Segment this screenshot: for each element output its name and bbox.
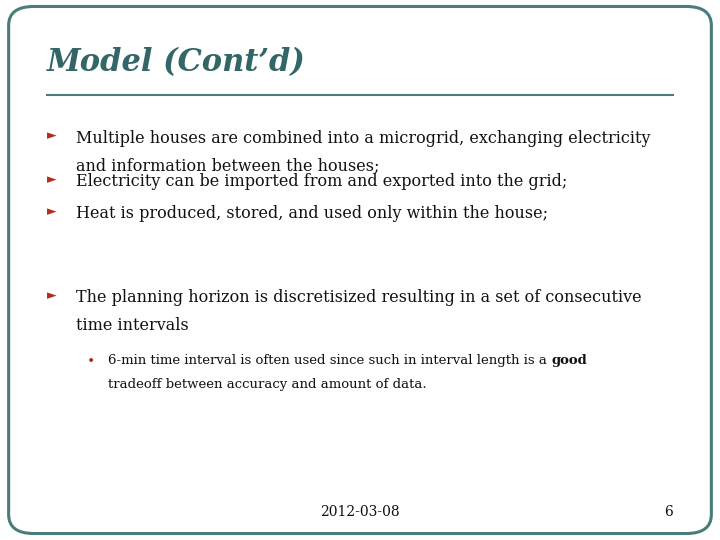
Text: •: • [86,354,94,368]
Text: Multiple houses are combined into a microgrid, exchanging electricity: Multiple houses are combined into a micr… [76,130,650,146]
Text: 6: 6 [665,505,673,519]
Text: ►: ► [47,289,56,302]
Text: The planning horizon is discretisized resulting in a set of consecutive: The planning horizon is discretisized re… [76,289,642,306]
Text: Model (Cont’d): Model (Cont’d) [47,48,305,78]
Text: ►: ► [47,130,56,143]
Text: tradeoff between accuracy and amount of data.: tradeoff between accuracy and amount of … [108,378,427,391]
Text: 6-min time interval is often used since such in interval length is a: 6-min time interval is often used since … [108,354,551,367]
Text: 2012-03-08: 2012-03-08 [320,505,400,519]
Text: time intervals: time intervals [76,317,189,334]
Text: ►: ► [47,205,56,218]
Text: Electricity can be imported from and exported into the grid;: Electricity can be imported from and exp… [76,173,567,190]
Text: good: good [551,354,587,367]
FancyBboxPatch shape [9,6,711,534]
Text: ►: ► [47,173,56,186]
Text: and information between the houses;: and information between the houses; [76,158,379,174]
Text: Heat is produced, stored, and used only within the house;: Heat is produced, stored, and used only … [76,205,548,222]
